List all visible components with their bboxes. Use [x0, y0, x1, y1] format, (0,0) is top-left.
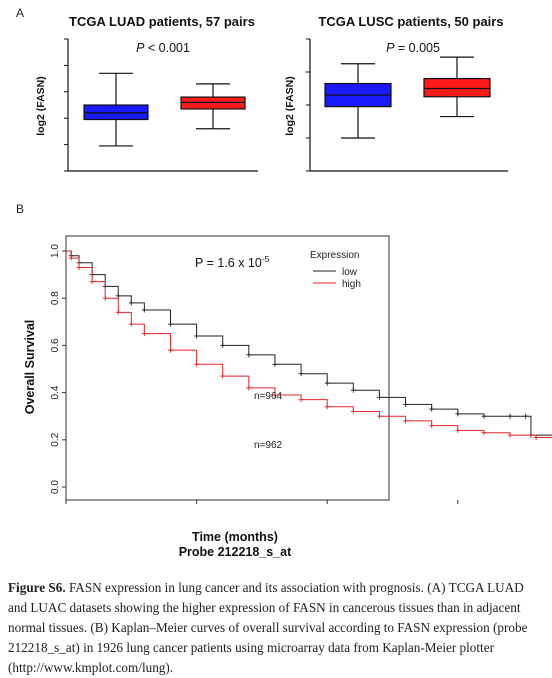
luad-boxes — [83, 72, 246, 147]
km-series-low — [66, 250, 552, 438]
censor-mark — [376, 394, 382, 400]
lusc-box-non-tumor — [324, 63, 392, 139]
luad-box-tumor — [180, 83, 246, 130]
km-curve-low — [66, 250, 552, 436]
censor-mark — [76, 265, 82, 271]
km-plot-frame — [65, 235, 390, 501]
panel-label-b: B — [16, 202, 24, 216]
censor-mark — [481, 413, 487, 419]
n-label-high: n=962 — [254, 440, 283, 451]
luad-box-non-tumor — [83, 72, 149, 147]
luad-p-value: P < 0.001 — [136, 41, 190, 55]
censor-mark — [350, 387, 356, 393]
luad-boxplot: TCGA LUAD patients, 57 pairs P < 0.001 l… — [35, 14, 258, 172]
censor-mark — [128, 321, 134, 327]
km-curves — [66, 250, 552, 440]
censor-mark — [523, 413, 529, 419]
censor-mark — [507, 413, 513, 419]
censor-mark — [141, 307, 147, 313]
km-series-high — [66, 250, 552, 440]
censor-mark — [272, 392, 278, 398]
km-y-tick-label: 0.2 — [50, 432, 61, 446]
lusc-axes — [306, 38, 508, 172]
lusc-y-label: log2 (FASN) — [284, 76, 296, 136]
km-subtitle: Probe 212218_s_at — [179, 545, 292, 559]
km-y-tick-label: 1.0 — [50, 244, 61, 258]
censor-mark — [115, 309, 121, 315]
censor-mark — [194, 361, 200, 367]
legend-label-high: high — [342, 279, 361, 290]
censor-mark — [350, 408, 356, 414]
censor-mark — [68, 255, 74, 261]
censor-mark — [246, 352, 252, 358]
lusc-box-tumor — [423, 56, 491, 118]
censor-mark — [455, 411, 461, 417]
lusc-title: TCGA LUSC patients, 50 pairs — [318, 14, 503, 29]
censor-mark — [89, 279, 95, 285]
censor-mark — [298, 371, 304, 377]
km-y-tick-label: 0.4 — [50, 385, 61, 399]
censor-mark — [403, 401, 409, 407]
censor-mark — [220, 342, 226, 348]
lusc-p-value: P = 0.005 — [386, 41, 440, 55]
censor-mark — [128, 300, 134, 306]
censor-mark — [481, 430, 487, 436]
figure-canvas: A B TCGA LUAD patients, 57 pairs P < 0.0… — [16, 6, 552, 559]
censor-mark — [167, 321, 173, 327]
km-curve-high — [66, 250, 552, 438]
legend-label-low: low — [342, 267, 358, 278]
lusc-boxplot: TCGA LUSC patients, 50 pairs P = 0.005 l… — [284, 14, 508, 172]
km-axes: 0.0 0.2 0.4 0.6 0.8 1.0 — [50, 244, 459, 504]
km-y-label: Overall Survival — [23, 320, 37, 415]
figure-caption: Figure S6. FASN expression in lung cance… — [8, 578, 544, 678]
censor-mark — [102, 295, 108, 301]
km-y-tick-label: 0.0 — [50, 480, 61, 494]
iqr-box — [423, 77, 491, 98]
censor-mark — [403, 418, 409, 424]
censor-mark — [533, 434, 539, 440]
caption-text: FASN expression in lung cancer and its a… — [8, 580, 528, 675]
censor-mark — [429, 406, 435, 412]
censor-mark — [298, 397, 304, 403]
censor-mark — [376, 413, 382, 419]
km-x-label: Time (months) — [192, 530, 278, 544]
km-y-tick-label: 0.8 — [50, 291, 61, 305]
luad-title: TCGA LUAD patients, 57 pairs — [69, 14, 255, 29]
caption-label: Figure S6. — [8, 580, 66, 595]
censor-mark — [272, 361, 278, 367]
censor-mark — [141, 331, 147, 337]
legend-title: Expression — [310, 250, 359, 261]
lusc-boxes — [324, 56, 491, 139]
km-y-tick-label: 0.6 — [50, 338, 61, 352]
censor-mark — [429, 423, 435, 429]
km-p-value: P = 1.6 x 10-5 — [195, 254, 270, 270]
censor-mark — [455, 427, 461, 433]
censor-mark — [507, 432, 513, 438]
censor-mark — [167, 347, 173, 353]
iqr-box — [180, 96, 246, 110]
iqr-box — [83, 104, 149, 121]
luad-axes — [64, 38, 258, 172]
censor-mark — [220, 373, 226, 379]
censor-mark — [324, 404, 330, 410]
panel-label-a: A — [16, 6, 24, 20]
censor-mark — [194, 333, 200, 339]
n-label-low: n=964 — [254, 391, 283, 402]
km-plot: 0.0 0.2 0.4 0.6 0.8 1.0 P = 1.6 x 10-5 Expres… — [23, 235, 552, 559]
censor-mark — [324, 380, 330, 386]
censor-mark — [246, 385, 252, 391]
luad-y-label: log2 (FASN) — [35, 76, 47, 136]
censor-mark — [115, 293, 121, 299]
